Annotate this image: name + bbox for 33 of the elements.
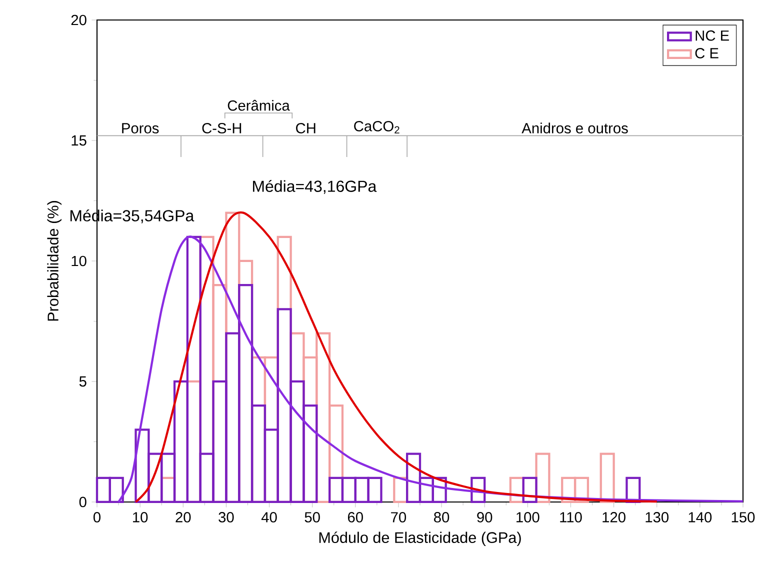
- x-tick-label: 10: [133, 512, 148, 522]
- x-tick-label: 150: [732, 512, 755, 522]
- annotation: Poros: [122, 123, 159, 134]
- y-axis-title: Probabilidade (%): [47, 201, 62, 321]
- x-tick-label: 20: [176, 512, 191, 522]
- y-tick-label: 20: [71, 14, 86, 26]
- x-tick-label: 50: [304, 512, 320, 522]
- x-tick-label: 80: [434, 512, 450, 522]
- annotation: Média=43,16GPa: [253, 180, 377, 194]
- legend-label: NC E: [696, 30, 729, 41]
- x-tick-label: 110: [560, 512, 582, 522]
- x-tick-label: 130: [646, 512, 669, 522]
- x-tick-label: 140: [688, 512, 712, 522]
- annotation: C-S-H: [202, 123, 242, 134]
- x-tick-label: 120: [602, 512, 626, 522]
- x-tick-label: 30: [218, 512, 234, 522]
- y-tick-label: 5: [79, 376, 86, 387]
- y-tick-label: 0: [79, 496, 86, 508]
- x-tick-label: 40: [261, 512, 277, 522]
- x-tick-label: 60: [348, 512, 363, 522]
- annotation: CaCO$_{2}$: [354, 120, 400, 134]
- annotation: Cerâmica: [228, 100, 290, 111]
- y-tick-label: 15: [72, 135, 86, 146]
- x-axis-title: Módulo de Elasticidade (GPa): [319, 532, 521, 546]
- line-series: [117, 236, 744, 504]
- y-tick-label: 10: [72, 256, 86, 266]
- x-tick-label: 90: [477, 512, 492, 522]
- x-tick-label: 0: [93, 512, 100, 522]
- x-tick-label: 70: [391, 512, 406, 522]
- annotation: Anidros e outros: [522, 122, 628, 134]
- annotation: CH: [296, 123, 316, 134]
- legend-label: C E: [695, 48, 718, 58]
- x-tick-label: 100: [516, 512, 540, 522]
